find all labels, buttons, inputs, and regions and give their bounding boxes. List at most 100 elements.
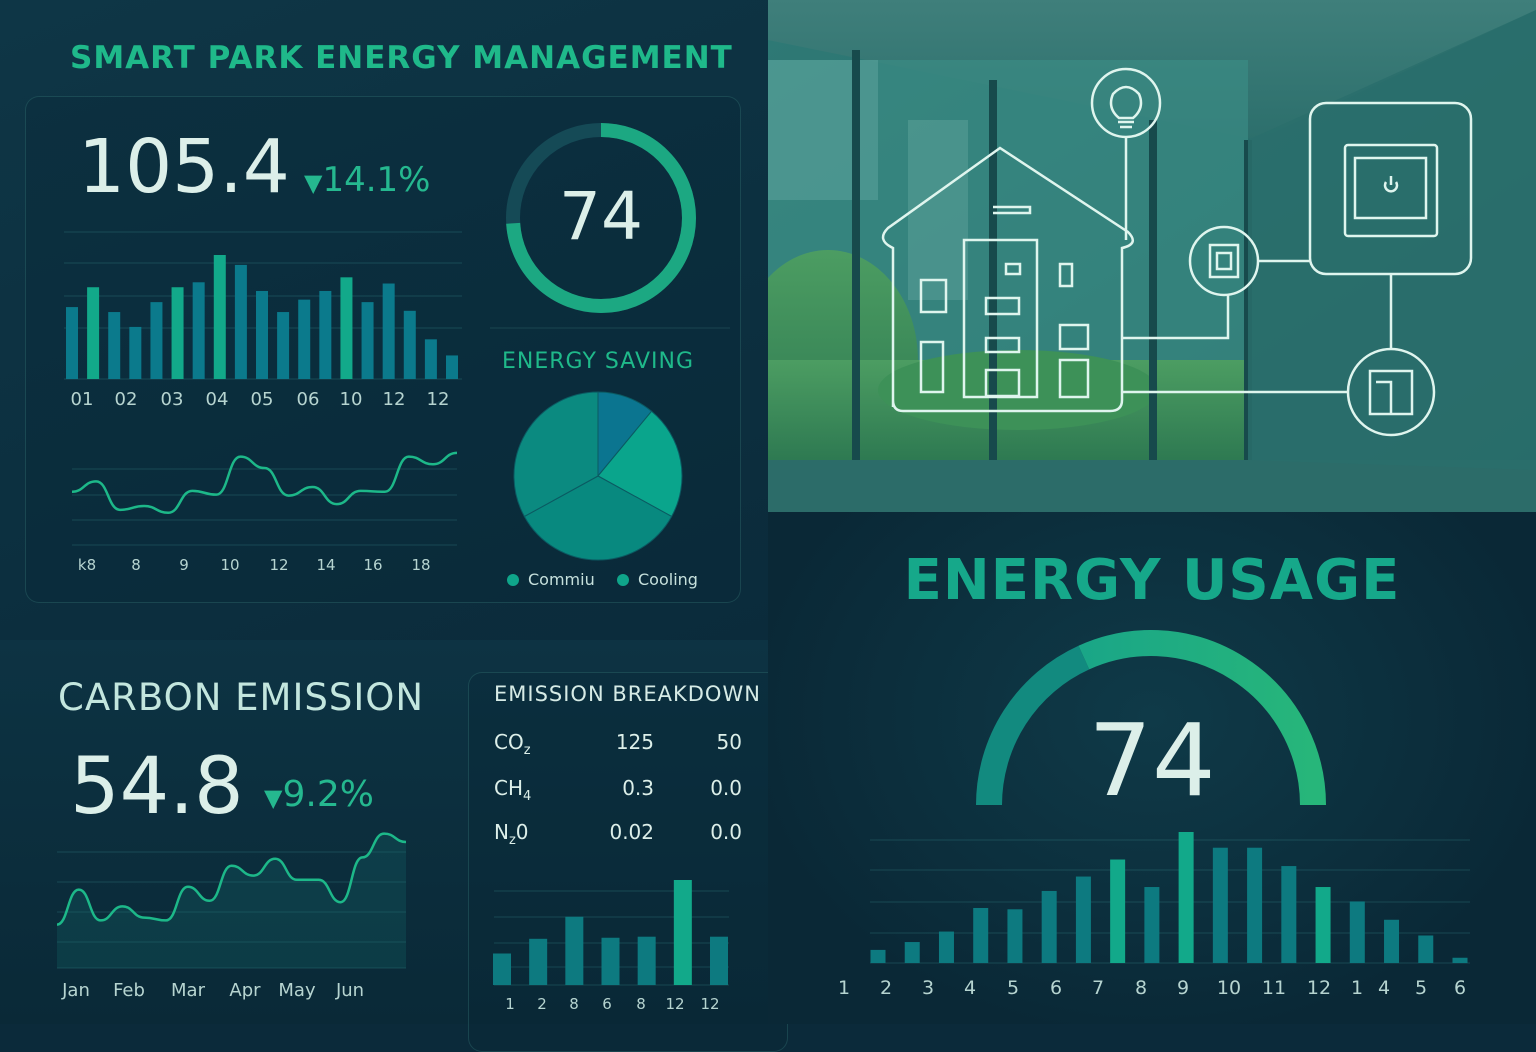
bar	[1418, 935, 1434, 963]
usage-title: ENERGY USAGE	[903, 548, 1401, 613]
x-tick-label: k8	[77, 556, 97, 574]
bar	[1075, 876, 1091, 963]
x-tick-label: May	[278, 980, 316, 1001]
x-tick-label: 5	[1414, 977, 1428, 999]
bar	[87, 287, 100, 379]
gas-name: Nz0	[494, 820, 529, 848]
x-tick-label: 18	[411, 556, 431, 574]
bar	[1349, 901, 1365, 963]
bar	[1178, 832, 1194, 963]
bar	[1384, 919, 1400, 963]
gas-value-1: 0.02	[609, 820, 654, 844]
bar	[171, 287, 184, 379]
pie-slice	[513, 391, 599, 518]
usage-bar-chart	[870, 832, 1470, 964]
x-tick-label: 1	[505, 995, 515, 1013]
x-tick-label: 10	[339, 389, 363, 410]
energy-usage-panel: ENERGY USAGE 74 1 2 3 4 5 6 7 8 9 10 11 12 1 4 5 6	[768, 512, 1536, 1024]
legend-label-cooling: Cooling	[638, 570, 698, 589]
usage-x-ticks: 1 2 3 4 5 6 7 8 9 10 11 12 1 4 5 6	[768, 977, 1536, 1001]
x-tick-label: 12	[665, 995, 685, 1013]
down-arrow-icon: ▼	[264, 784, 283, 812]
x-tick-label: 5	[1006, 977, 1020, 999]
bar	[565, 916, 584, 985]
x-tick-label: Jun	[335, 980, 365, 1001]
bar	[234, 264, 247, 379]
bar	[1007, 909, 1023, 963]
bar	[192, 282, 205, 379]
gauge-track	[976, 645, 1090, 806]
pie-chart	[513, 391, 683, 561]
bar	[403, 310, 416, 379]
bar	[256, 290, 268, 379]
carbon-title: CARBON EMISSION	[58, 676, 425, 719]
iot-network-lines	[881, 67, 1473, 437]
bar	[493, 953, 511, 985]
carbon-delta-value: 9.2%	[282, 774, 374, 815]
gas-name: COz	[494, 730, 531, 758]
series-line	[71, 451, 458, 514]
x-tick-label: 10	[220, 556, 240, 574]
x-tick-label: 8	[1134, 977, 1148, 999]
bar	[446, 355, 458, 379]
x-tick-label: 05	[250, 389, 274, 410]
x-tick-label: 1	[1350, 977, 1364, 999]
x-tick-label: 4	[963, 977, 977, 999]
gas-name: CH4	[494, 776, 532, 804]
page-title: SMART PARK ENERGY MANAGEMENT	[70, 40, 733, 76]
bar	[673, 880, 692, 985]
bar	[298, 299, 311, 379]
kpi-value: 105.4	[78, 124, 290, 210]
x-tick-label: 9	[1176, 977, 1190, 999]
bar	[150, 302, 163, 379]
usage-value: 74	[1088, 702, 1216, 819]
x-tick-label: 02	[114, 389, 138, 410]
x-tick-label: Feb	[113, 980, 145, 1001]
x-tick-label: 12	[426, 389, 450, 410]
x-tick-label: 06	[296, 389, 320, 410]
usage-charts	[870, 630, 1470, 964]
bar	[1452, 957, 1468, 963]
line-chart-x-ticks: k8 8 9 10 12 14 16 18	[0, 556, 768, 580]
pie-slice	[523, 475, 673, 561]
x-tick-label: 7	[1091, 977, 1105, 999]
bar	[1144, 887, 1160, 963]
bar	[277, 312, 290, 379]
x-tick-label: 8	[636, 995, 646, 1013]
breakdown-title: EMISSION BREAKDOWN	[494, 682, 761, 706]
gas-value-2: 0.0	[710, 776, 742, 800]
x-tick-label: 8	[569, 995, 579, 1013]
energy-saving-title: ENERGY SAVING	[502, 349, 694, 374]
gas-value-2: 50	[716, 730, 742, 754]
energy-management-panel: SMART PARK ENERGY MANAGEMENT 105.4 ▼14.1…	[0, 0, 768, 640]
bar	[1281, 866, 1297, 963]
x-tick-label: 04	[205, 389, 229, 410]
series-line	[56, 832, 407, 926]
line-chart	[71, 451, 458, 546]
bar	[710, 936, 728, 985]
bar	[1212, 847, 1228, 963]
x-tick-label: 6	[1049, 977, 1063, 999]
score-ring	[506, 123, 696, 313]
bar	[66, 307, 78, 379]
bar	[904, 942, 920, 963]
bar-chart	[64, 231, 462, 380]
x-tick-label: 2	[537, 995, 547, 1013]
carbon-value: 54.8	[70, 742, 244, 832]
pie-slice	[597, 410, 683, 518]
bar	[361, 302, 374, 379]
bar	[340, 277, 353, 379]
breakdown-x-ticks: 1 2 8 6 8 12 12	[0, 995, 768, 1019]
x-tick-label: 2	[879, 977, 893, 999]
bar	[973, 907, 989, 963]
bar	[1041, 890, 1057, 963]
x-tick-label: 11	[1261, 977, 1287, 999]
x-tick-label: 9	[179, 556, 189, 574]
kpi-delta: ▼14.1%	[304, 160, 430, 200]
legend-dot	[617, 574, 629, 586]
carbon-x-ticks: Jan Feb Mar Apr May Jun	[0, 980, 768, 1004]
bar	[1315, 887, 1331, 963]
area-fill	[57, 833, 406, 968]
x-tick-label: 6	[602, 995, 612, 1013]
gauge-progress	[1078, 630, 1326, 806]
